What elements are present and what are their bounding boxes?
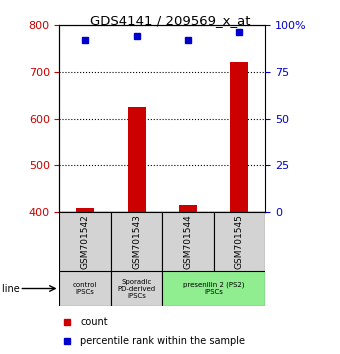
Text: presenilin 2 (PS2)
iPSCs: presenilin 2 (PS2) iPSCs (183, 282, 244, 295)
Bar (163, 271, 265, 306)
Bar (59, 212, 111, 271)
Bar (59, 271, 111, 306)
Bar (128, 107, 146, 212)
Bar (163, 212, 214, 271)
Text: Sporadic
PD-derived
iPSCs: Sporadic PD-derived iPSCs (118, 279, 156, 298)
Bar (76, 208, 94, 212)
Text: percentile rank within the sample: percentile rank within the sample (80, 336, 245, 346)
Bar (111, 271, 162, 306)
Text: GDS4141 / 209569_x_at: GDS4141 / 209569_x_at (90, 14, 250, 27)
Text: GSM701542: GSM701542 (81, 214, 90, 269)
Bar (179, 205, 197, 212)
Text: GSM701543: GSM701543 (132, 214, 141, 269)
Bar (231, 62, 249, 212)
Text: GSM701544: GSM701544 (184, 214, 192, 269)
Bar (111, 212, 162, 271)
Text: control
IPSCs: control IPSCs (73, 282, 97, 295)
Text: cell line: cell line (0, 284, 19, 293)
Bar (214, 212, 265, 271)
Text: GSM701545: GSM701545 (235, 214, 244, 269)
Text: count: count (80, 318, 108, 327)
